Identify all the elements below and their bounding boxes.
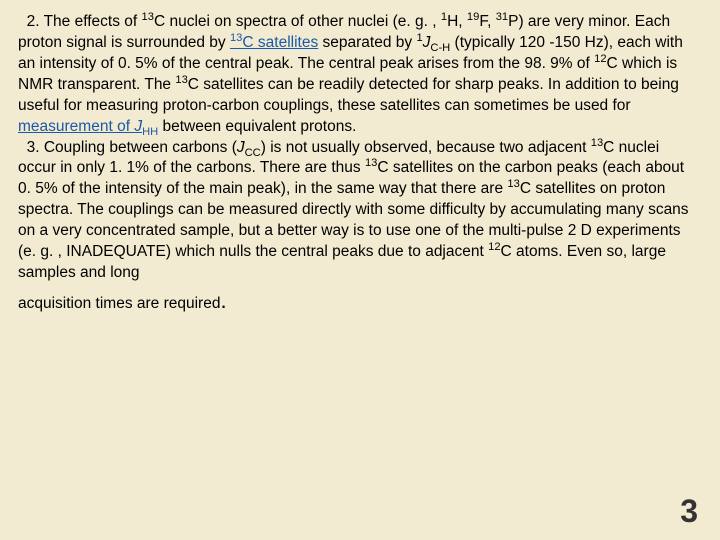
text: H [447, 13, 458, 30]
text: between equivalent protons. [158, 118, 356, 135]
sub-cc: CC [245, 147, 261, 159]
text: C [154, 13, 165, 30]
link-c13-satellites[interactable]: 13C satellites [230, 34, 318, 51]
text: , [458, 13, 467, 30]
link-text: measurement of [18, 118, 134, 135]
text: acquisition times are required [18, 295, 220, 312]
text: nuclei on spectra of other nuclei (e. g.… [165, 13, 441, 30]
text: . [220, 288, 226, 313]
body-text: 2. The effects of 13C nuclei on spectra … [0, 0, 720, 315]
text: F [479, 13, 487, 30]
text: ) is not usually observed, because two a… [261, 139, 591, 156]
text: P [508, 13, 518, 30]
link-measurement-jhh[interactable]: measurement of JHH [18, 118, 158, 135]
sup-13: 13 [507, 178, 519, 190]
sup-12: 12 [488, 241, 500, 253]
text: , [487, 13, 496, 30]
text: 3. Coupling between carbons ( [18, 139, 237, 156]
sup-13: 13 [175, 74, 187, 86]
link-text-italic: J [134, 118, 142, 135]
sup-13: 13 [230, 32, 242, 44]
sup-13: 13 [365, 157, 377, 169]
sup-13: 13 [591, 136, 603, 148]
sup-13: 13 [142, 11, 154, 23]
sup-19: 19 [467, 11, 479, 23]
sup-12: 12 [594, 53, 606, 65]
sup-31: 31 [496, 11, 508, 23]
text: separated by [318, 34, 416, 51]
link-text: C satellites [242, 34, 318, 51]
text-italic: J [237, 139, 245, 156]
page-number: 3 [680, 493, 698, 530]
text: 2. The effects of [18, 13, 142, 30]
sub-ch: C-H [430, 42, 450, 54]
sub-hh: HH [142, 126, 158, 138]
